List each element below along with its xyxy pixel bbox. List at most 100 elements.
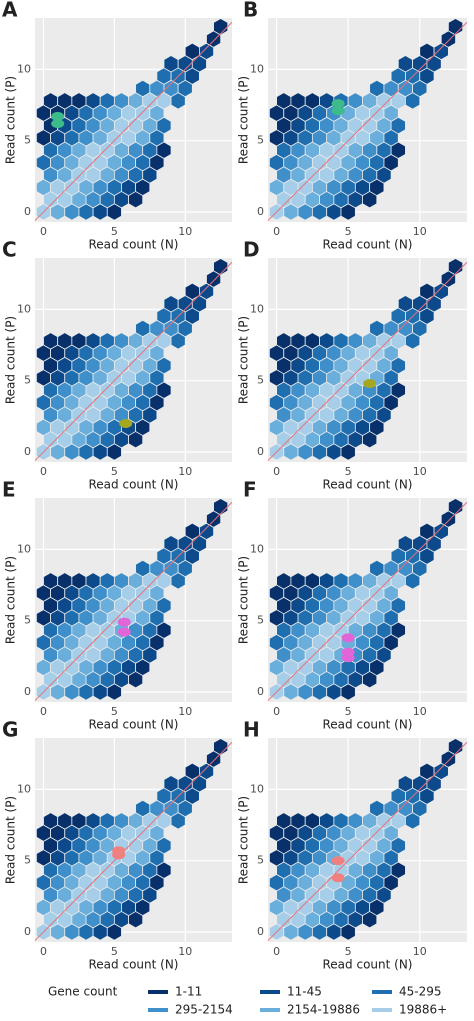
hexbin bbox=[447, 498, 464, 516]
hexbin bbox=[276, 332, 292, 350]
hexbin bbox=[447, 258, 464, 276]
highlight-point bbox=[51, 119, 65, 129]
hexbin bbox=[57, 812, 73, 830]
hexbin bbox=[43, 332, 59, 350]
hexbin bbox=[347, 812, 363, 830]
hexbin bbox=[71, 332, 87, 350]
hexbin bbox=[347, 332, 363, 350]
hexbin bbox=[43, 572, 59, 590]
y-axis-label: Read count (P) bbox=[237, 76, 251, 164]
hexbin bbox=[304, 332, 320, 350]
x-tick-label: 10 bbox=[178, 225, 192, 238]
highlight-point bbox=[331, 106, 345, 116]
x-axis-label: Read count (N) bbox=[89, 238, 179, 252]
x-tick-label: 5 bbox=[111, 225, 118, 238]
y-tick-label: 5 bbox=[257, 614, 264, 627]
hexbin bbox=[135, 559, 151, 578]
hexbin bbox=[319, 572, 335, 590]
diagonal-line bbox=[267, 741, 468, 941]
legend-label: 11-45 bbox=[287, 985, 322, 999]
hexbin bbox=[163, 55, 179, 73]
panel-label: H bbox=[243, 718, 260, 742]
x-axis-label: Read count (N) bbox=[89, 718, 179, 732]
y-tick-label: 0 bbox=[257, 205, 264, 218]
legend-label: 45-295 bbox=[399, 985, 442, 999]
x-tick-label: 10 bbox=[178, 945, 192, 958]
hexbin bbox=[113, 332, 129, 350]
panel-label: E bbox=[2, 478, 16, 502]
y-tick-label: 5 bbox=[257, 134, 264, 147]
y-tick-label: 5 bbox=[24, 854, 31, 867]
highlight-point bbox=[51, 111, 65, 121]
y-tick-label: 0 bbox=[24, 445, 31, 458]
x-tick-label: 0 bbox=[40, 945, 47, 958]
highlight-point bbox=[117, 617, 131, 627]
highlight-point bbox=[331, 873, 345, 883]
hexbin bbox=[447, 738, 464, 756]
hexbin bbox=[135, 319, 151, 338]
x-tick-label: 0 bbox=[40, 465, 47, 478]
hexbin bbox=[85, 812, 101, 830]
x-tick-label: 5 bbox=[111, 945, 118, 958]
hexbin bbox=[99, 92, 115, 110]
hexbin bbox=[319, 92, 335, 110]
x-tick-label: 5 bbox=[345, 465, 352, 478]
hexbin bbox=[113, 812, 129, 830]
diagonal-line bbox=[34, 261, 233, 461]
y-tick-label: 0 bbox=[24, 685, 31, 698]
hexbin bbox=[333, 572, 349, 590]
hexbin bbox=[163, 535, 179, 553]
y-axis-label: Read count (P) bbox=[237, 316, 251, 404]
x-tick-label: 0 bbox=[273, 225, 280, 238]
x-tick-label: 0 bbox=[40, 225, 47, 238]
y-tick-label: 10 bbox=[17, 542, 31, 555]
highlight-point bbox=[331, 99, 345, 109]
y-tick-label: 5 bbox=[257, 374, 264, 387]
y-tick-label: 0 bbox=[24, 205, 31, 218]
hexbin bbox=[347, 92, 363, 110]
x-tick-label: 5 bbox=[345, 945, 352, 958]
hexbin bbox=[304, 92, 320, 110]
y-axis-label: Read count (P) bbox=[4, 556, 18, 644]
y-axis-label: Read count (P) bbox=[237, 796, 251, 884]
y-axis-label: Read count (P) bbox=[4, 796, 18, 884]
hexbin bbox=[163, 295, 179, 313]
hexbin bbox=[276, 92, 292, 110]
hexbin bbox=[213, 258, 229, 276]
hexbin bbox=[397, 55, 414, 73]
diagonal-line bbox=[34, 741, 233, 941]
x-tick-label: 0 bbox=[273, 705, 280, 718]
hexbin bbox=[71, 572, 87, 590]
highlight-point bbox=[112, 850, 126, 860]
panel-label: C bbox=[2, 238, 17, 262]
hexbin bbox=[43, 92, 59, 110]
hexbin bbox=[57, 572, 73, 590]
y-tick-label: 5 bbox=[24, 374, 31, 387]
hexbin bbox=[347, 572, 363, 590]
hexbin bbox=[113, 572, 129, 590]
panel-label: D bbox=[243, 238, 260, 262]
hexbin bbox=[447, 18, 464, 36]
y-tick-label: 0 bbox=[257, 445, 264, 458]
hexbin bbox=[319, 812, 335, 830]
hexbin bbox=[135, 799, 151, 818]
y-tick-label: 0 bbox=[257, 925, 264, 938]
hexbin bbox=[99, 332, 115, 350]
hexbin bbox=[113, 92, 129, 110]
legend-label: 19886+ bbox=[399, 1003, 447, 1017]
x-tick-label: 5 bbox=[111, 705, 118, 718]
legend-label: 295-2154 bbox=[175, 1003, 233, 1017]
y-tick-label: 10 bbox=[17, 62, 31, 75]
hexbin bbox=[369, 799, 385, 818]
y-tick-label: 5 bbox=[24, 614, 31, 627]
hexbin bbox=[85, 572, 101, 590]
diagonal-line bbox=[267, 21, 468, 221]
highlight-point bbox=[119, 418, 133, 428]
hexbin bbox=[369, 319, 385, 338]
hexbin bbox=[85, 332, 101, 350]
highlight-point bbox=[363, 379, 377, 389]
x-axis-label: Read count (N) bbox=[323, 478, 413, 492]
y-axis-label: Read count (P) bbox=[4, 76, 18, 164]
hexbin bbox=[276, 812, 292, 830]
